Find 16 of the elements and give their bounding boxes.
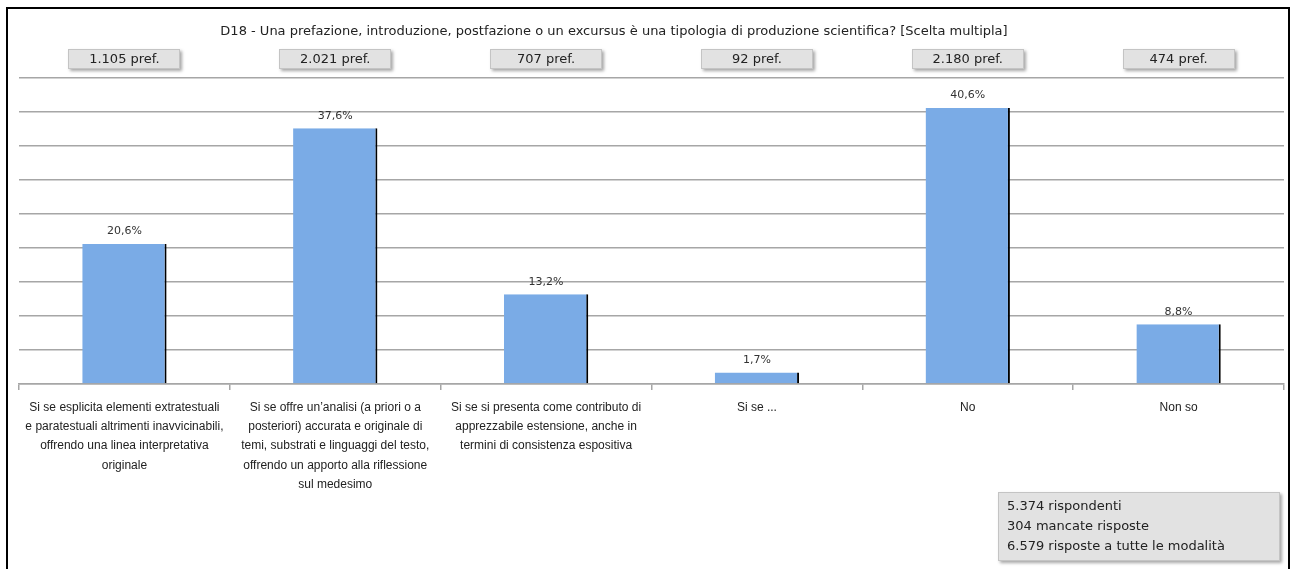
x-tick-label: Si se offre un’analisi (a priori o a posteriori) accurata e originale di temi, substrati e linguaggi del testo, offrendo un apporto alla riflessione sul medesimo [241,399,430,491]
data-label: 37,6% [317,108,353,122]
text: 304 mancate risposte [1007,517,1150,535]
x-tick-label: No [960,399,976,414]
data-label: 1,7% [742,352,771,366]
data-label: 20,6% [106,224,142,238]
x-tick-label: Si se si presenta come contributo di apprezzabile estensione, anche in termini di consistenza espositiva [451,399,642,453]
text: 5.374 rispondenti [1007,497,1123,515]
data-label: 40,6% [950,88,986,102]
text: 6.579 risposte a tutte le modalità [1007,537,1225,555]
data-label: 13,2% [528,274,564,288]
x-tick-label: Si se ... [736,399,777,414]
data-label: 8,8% [1164,304,1193,318]
x-tick-label: Si se esplicita elementi extratestuali e paratestuali altrimenti inavvicinabili, offrendo una linea interpretativa originale [25,399,224,472]
x-tick-label: Non so [1159,399,1198,414]
chart-title: D18 - Una prefazione, introduzione, postfazione o un excursus è una tipologia di produzione scientifica? [Scelta multipla] [219,23,1009,38]
